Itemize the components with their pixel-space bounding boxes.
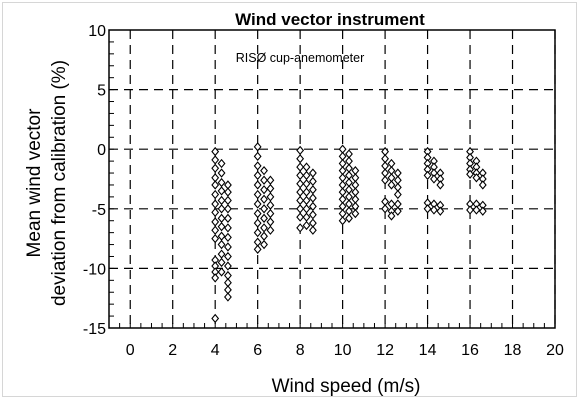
y-tick-label: -10 — [83, 261, 106, 278]
data-point — [253, 180, 262, 190]
chart-annotation: RISØ cup-anemometer — [236, 51, 365, 65]
data-point — [436, 206, 445, 216]
x-tick-label: 20 — [546, 342, 564, 359]
data-point — [224, 251, 232, 262]
data-point — [253, 189, 262, 200]
data-point — [381, 175, 390, 185]
data-point — [211, 313, 220, 324]
data-point — [430, 174, 438, 184]
data-point — [478, 206, 487, 216]
data-point — [253, 161, 262, 171]
data-point — [296, 223, 305, 233]
data-point — [466, 169, 474, 179]
data-point — [253, 244, 262, 254]
data-point — [260, 213, 268, 223]
data-point — [260, 239, 268, 250]
data-point — [423, 170, 432, 181]
data-point — [393, 206, 402, 216]
y-tick-label: 5 — [97, 83, 106, 100]
data-point — [423, 204, 432, 214]
data-point — [345, 213, 353, 223]
data-points — [211, 142, 487, 324]
data-point — [260, 175, 268, 185]
y-axis-label-line2: deviation from calibration (%) — [49, 60, 70, 306]
x-tick-label: 2 — [168, 342, 177, 359]
data-point — [211, 180, 220, 190]
y-tick-label: -5 — [92, 202, 106, 219]
x-tick-label: 12 — [376, 342, 394, 359]
data-point — [217, 168, 226, 178]
data-point — [217, 158, 226, 169]
data-point — [253, 227, 262, 238]
tick-labels: 0 2 4 6 8 10 12 14 16 18 20 -15 -10 -5 0 5 10 — [83, 23, 564, 359]
plot-border — [108, 29, 556, 329]
chart-title: Wind vector instrument — [235, 10, 425, 29]
data-point — [296, 212, 305, 222]
x-tick-label: 16 — [461, 342, 479, 359]
data-point — [260, 204, 268, 214]
data-point — [387, 180, 396, 190]
y-tick-label: 10 — [88, 23, 106, 40]
x-tick-label: 8 — [296, 342, 305, 359]
data-point — [381, 204, 390, 214]
data-point — [253, 218, 262, 228]
data-point — [217, 267, 226, 277]
x-tick-label: 6 — [253, 342, 262, 359]
data-point — [260, 166, 268, 176]
data-point — [253, 208, 262, 219]
data-point — [266, 225, 275, 235]
y-tick-label: 0 — [97, 142, 106, 159]
data-point — [260, 185, 268, 195]
data-point — [217, 204, 226, 214]
data-point — [224, 292, 232, 302]
data-point — [211, 189, 220, 200]
x-axis-label: Wind speed (m/s) — [272, 376, 421, 397]
data-point — [224, 242, 232, 252]
data-point — [224, 213, 232, 223]
data-point — [387, 211, 396, 221]
plot-area — [109, 30, 555, 328]
data-point — [253, 199, 262, 209]
data-point — [351, 208, 360, 219]
x-tick-label: 4 — [211, 342, 220, 359]
x-tick-label: 18 — [504, 342, 522, 359]
data-point — [217, 222, 226, 232]
x-tick-label: 14 — [419, 342, 437, 359]
data-point — [253, 151, 262, 162]
data-point — [211, 233, 220, 244]
data-point — [302, 220, 311, 231]
data-point — [211, 163, 220, 173]
data-point — [260, 194, 268, 204]
data-point — [224, 204, 232, 214]
data-point — [253, 170, 262, 181]
x-tick-label: 10 — [334, 342, 352, 359]
data-point — [430, 205, 438, 215]
y-axis-label-line1: Mean wind vector — [24, 108, 45, 258]
data-point — [308, 225, 317, 235]
data-point — [224, 261, 232, 271]
y-tick-label: -15 — [83, 321, 106, 338]
data-point — [224, 223, 232, 233]
data-point — [211, 273, 220, 283]
data-point — [217, 239, 226, 250]
data-point — [217, 186, 226, 196]
data-point — [436, 180, 445, 190]
data-point — [466, 205, 474, 215]
data-point — [253, 142, 262, 152]
data-point — [224, 232, 232, 243]
data-point — [217, 257, 226, 268]
data-point — [472, 205, 481, 215]
data-point — [211, 207, 220, 218]
data-point — [472, 173, 481, 183]
data-point — [338, 216, 347, 226]
x-tick-label: 0 — [126, 342, 135, 359]
data-point — [478, 180, 487, 190]
data-point — [393, 189, 402, 200]
